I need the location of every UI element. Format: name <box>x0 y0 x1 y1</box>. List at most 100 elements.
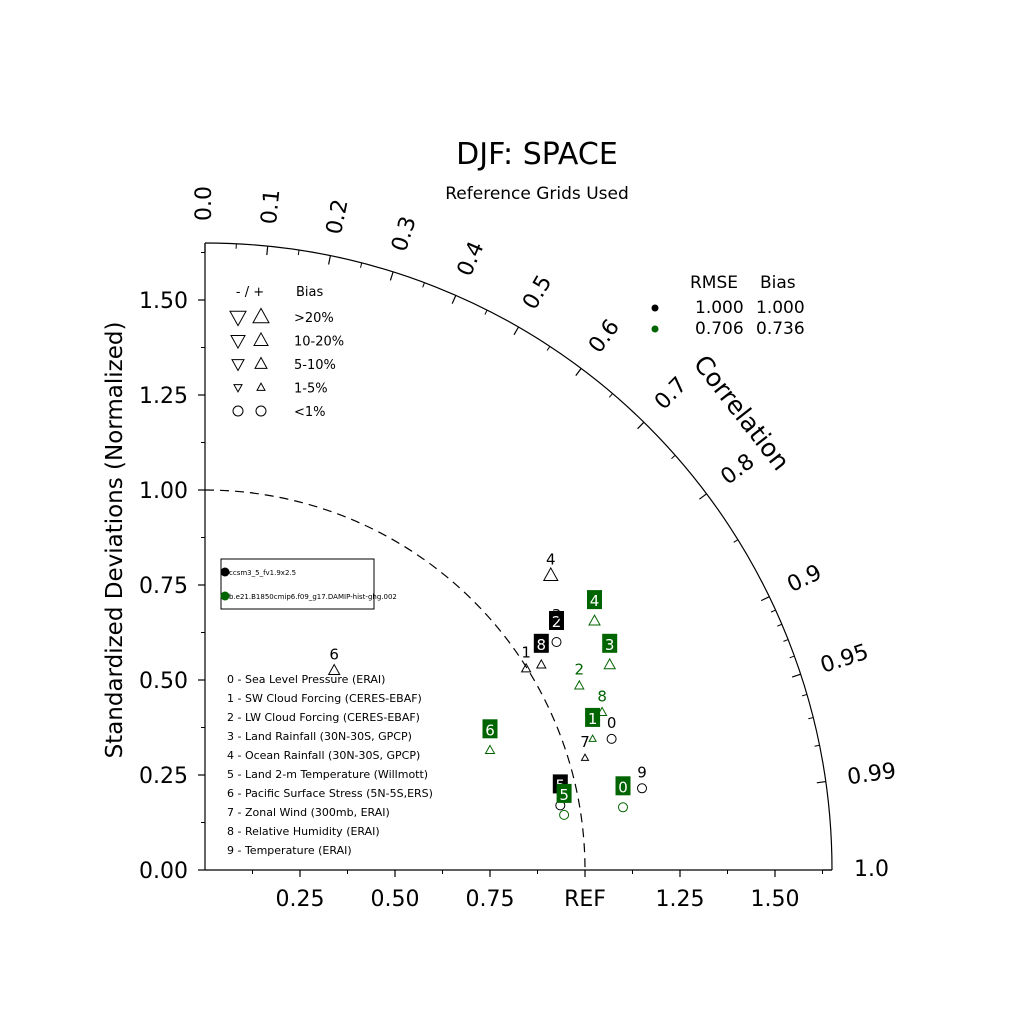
score-rmse: 1.000 <box>695 298 744 318</box>
point-label: 1 <box>521 644 531 662</box>
point-label: 8 <box>537 636 547 654</box>
corr-minor-tick <box>422 282 425 288</box>
corr-minor-tick <box>814 744 820 747</box>
x-tick-label: 0.50 <box>371 887 420 912</box>
bias-legend: - / + Bias >20% 10-20% 5-10% 1-5% <1% <box>229 285 344 420</box>
variable-label: 1 - SW Cloud Forcing (CERES-EBAF) <box>227 692 422 705</box>
point-label-box <box>587 590 602 610</box>
corr-label: 0.99 <box>846 759 898 791</box>
point-marker <box>551 637 562 647</box>
point-marker <box>596 706 608 717</box>
corr-label: 0.1 <box>257 188 285 225</box>
point-marker <box>573 679 585 690</box>
data-point: 7 <box>580 733 590 761</box>
variable-label: 2 - LW Cloud Forcing (CERES-EBAF) <box>227 711 420 724</box>
point-label: 4 <box>546 551 556 569</box>
corr-label: 0.8 <box>716 449 759 490</box>
point-marker <box>606 733 617 744</box>
score-bias: 1.000 <box>756 298 805 318</box>
data-point: 1 <box>520 644 532 673</box>
point-label-box <box>549 611 564 630</box>
point-marker <box>580 753 590 761</box>
corr-minor-tick <box>360 262 363 268</box>
variable-label: 8 - Relative Humidity (ERAI) <box>227 825 380 838</box>
data-point: 2 <box>549 611 564 647</box>
up-triangle-icon <box>256 382 266 391</box>
case-dot <box>220 591 230 601</box>
chart-subtitle: Reference Grids Used <box>445 184 629 204</box>
point-marker <box>542 566 559 582</box>
x-tick-label: 0.75 <box>466 887 515 912</box>
data-point: 3 <box>552 606 562 624</box>
variable-label: 6 - Pacific Surface Stress (5N-5S,ERS) <box>227 787 433 800</box>
point-label-box <box>615 776 631 796</box>
corr-minor-tick <box>733 539 739 543</box>
corr-tick <box>760 596 770 602</box>
up-triangle-icon <box>252 307 270 324</box>
point-marker <box>588 614 601 626</box>
variable-label: 5 - Land 2-m Temperature (Willmott) <box>227 768 428 781</box>
y-tick-label: 0.00 <box>139 859 188 884</box>
point-marker <box>484 744 496 755</box>
point-marker <box>637 783 647 794</box>
corr-minor-tick <box>671 454 676 459</box>
point-label: 0 <box>618 778 628 796</box>
data-point: 4 <box>542 551 559 582</box>
y-tick-label: 0.75 <box>139 574 188 599</box>
corr-tick <box>266 246 269 256</box>
corr-label: 0.7 <box>650 372 692 414</box>
circle-icon <box>232 405 244 417</box>
corr-minor-tick <box>297 250 300 256</box>
data-point: 4 <box>587 590 602 626</box>
point-label-box <box>482 719 498 739</box>
case-legend: ccsm3_5_fv1.9x2.5 b.e21.B1850cmip6.f09_g1… <box>220 558 397 610</box>
point-label-box <box>533 633 549 653</box>
down-triangle-icon <box>233 384 243 393</box>
data-point: 9 <box>637 763 647 794</box>
corr-minor-tick <box>789 655 795 659</box>
up-triangle-icon <box>253 331 269 347</box>
axes: 0.000.250.500.751.001.251.500.25 0.50 0.75… <box>139 243 832 912</box>
corr-label: 1.0 <box>854 857 889 882</box>
point-label: 6 <box>485 721 495 739</box>
corr-label: 0.3 <box>387 214 421 255</box>
point-label: 2 <box>552 613 562 631</box>
point-label: 5 <box>559 786 569 804</box>
data-point: 0 <box>606 714 617 744</box>
x-tick-label: REF <box>564 887 606 912</box>
point-label: 3 <box>552 606 562 624</box>
point-label-box <box>602 633 618 653</box>
score-header-rmse: RMSE <box>690 273 738 293</box>
bias-legend-label: 5-10% <box>294 358 336 373</box>
corr-tick <box>513 326 520 336</box>
point-label: 0 <box>607 714 617 732</box>
point-marker <box>588 734 597 742</box>
down-triangle-icon <box>231 359 245 372</box>
bias-legend-sign: - / + <box>236 285 264 300</box>
score-dot <box>651 304 659 312</box>
corr-tick <box>791 673 801 678</box>
y-tick-label: 1.50 <box>139 289 188 314</box>
corr-tick <box>575 368 582 376</box>
score-rmse: 0.706 <box>695 319 744 339</box>
data-point: 3 <box>602 633 618 670</box>
corr-label: 0.6 <box>584 315 625 358</box>
up-triangle-icon <box>254 356 268 369</box>
y-tick-label: 0.25 <box>139 764 188 789</box>
data-point: 8 <box>533 633 549 669</box>
point-label: 6 <box>329 646 339 664</box>
case-name: ccsm3_5_fv1.9x2.5 <box>229 569 296 577</box>
bias-legend-label: >20% <box>294 311 334 326</box>
bias-legend-label: 10-20% <box>294 335 344 350</box>
data-point: 6 <box>327 646 341 675</box>
case-legend-box <box>220 558 375 610</box>
case-name: b.e21.B1850cmip6.f09_g17.DAMIP-hist-ghg.… <box>229 593 397 601</box>
data-point: 8 <box>596 687 608 717</box>
variable-label: 9 - Temperature (ERAI) <box>227 844 352 857</box>
y-axis-label: Standardized Deviations (Normalized) <box>102 322 128 759</box>
corr-tick <box>699 493 707 500</box>
data-point: 6 <box>482 719 498 755</box>
outer-arc <box>204 242 833 871</box>
